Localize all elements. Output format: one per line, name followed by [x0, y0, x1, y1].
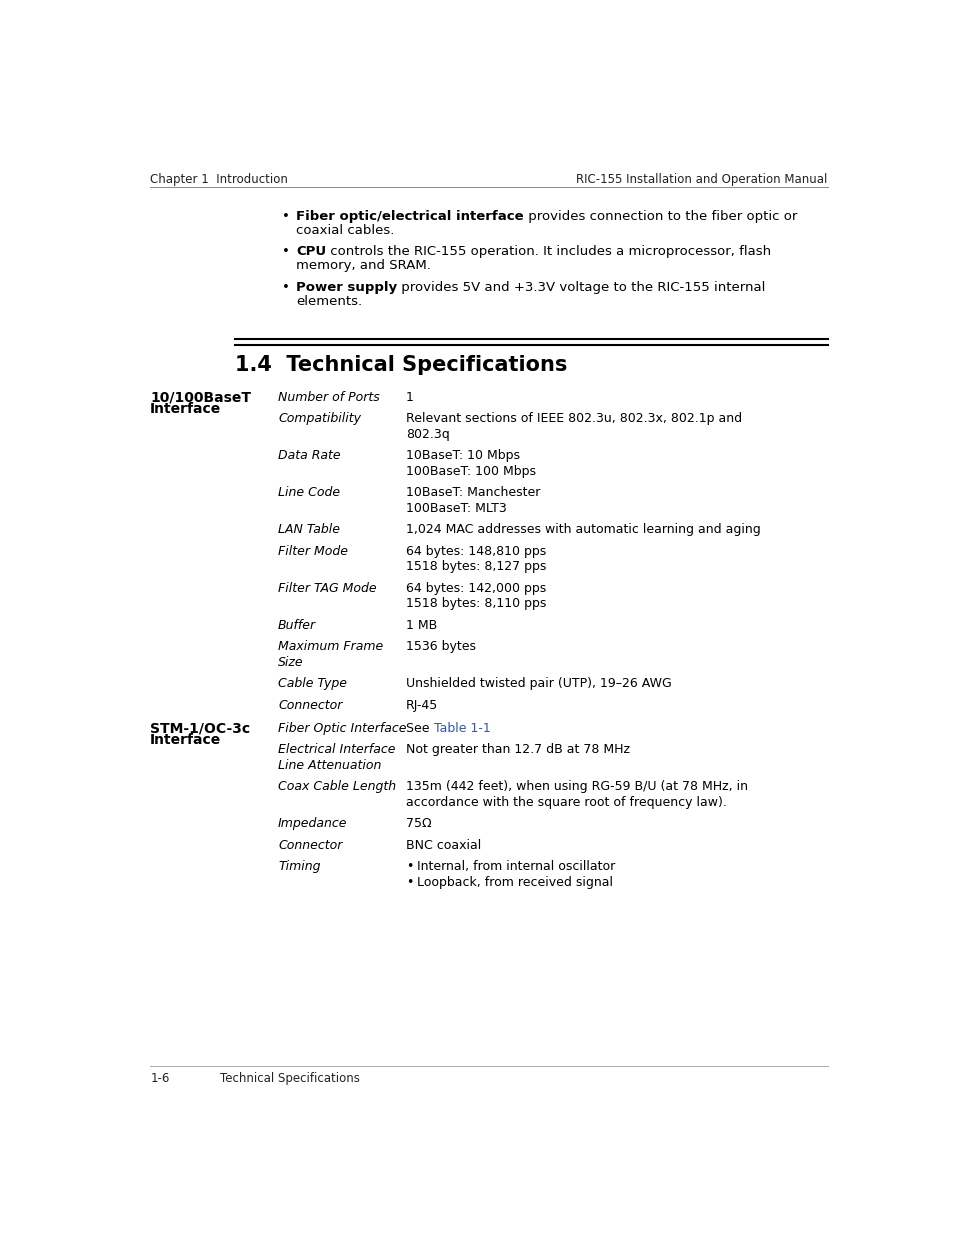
Text: Not greater than 12.7 dB at 78 MHz: Not greater than 12.7 dB at 78 MHz	[406, 743, 629, 756]
Text: CPU: CPU	[295, 246, 326, 258]
Text: coaxial cables.: coaxial cables.	[295, 224, 394, 237]
Text: 802.3q: 802.3q	[406, 427, 449, 441]
Text: RIC-155 Installation and Operation Manual: RIC-155 Installation and Operation Manua…	[576, 173, 827, 185]
Text: Number of Ports: Number of Ports	[278, 390, 379, 404]
Text: Interface: Interface	[150, 732, 221, 747]
Text: 75Ω: 75Ω	[406, 818, 431, 830]
Text: Filter TAG Mode: Filter TAG Mode	[278, 582, 376, 595]
Text: Interface: Interface	[150, 401, 221, 415]
Text: 1536 bytes: 1536 bytes	[406, 640, 476, 653]
Text: Timing: Timing	[278, 861, 320, 873]
Text: •: •	[406, 876, 413, 889]
Text: Connector: Connector	[278, 699, 342, 711]
Text: 1518 bytes: 8,127 pps: 1518 bytes: 8,127 pps	[406, 561, 546, 573]
Text: Line Code: Line Code	[278, 487, 340, 499]
Text: 135m (442 feet), when using RG-59 B/U (at 78 MHz, in: 135m (442 feet), when using RG-59 B/U (a…	[406, 781, 747, 793]
Text: Power supply: Power supply	[295, 280, 396, 294]
Text: Table 1-1: Table 1-1	[433, 721, 490, 735]
Text: Connector: Connector	[278, 839, 342, 852]
Text: Impedance: Impedance	[278, 818, 347, 830]
Text: 10BaseT: 10 Mbps: 10BaseT: 10 Mbps	[406, 450, 519, 462]
Text: RJ-45: RJ-45	[406, 699, 437, 711]
Text: 64 bytes: 142,000 pps: 64 bytes: 142,000 pps	[406, 582, 546, 595]
Text: LAN Table: LAN Table	[278, 524, 340, 536]
Text: •: •	[282, 246, 290, 258]
Text: BNC coaxial: BNC coaxial	[406, 839, 480, 852]
Text: Buffer: Buffer	[278, 619, 315, 631]
Text: Cable Type: Cable Type	[278, 677, 347, 690]
Text: See: See	[406, 721, 433, 735]
Text: 1,024 MAC addresses with automatic learning and aging: 1,024 MAC addresses with automatic learn…	[406, 524, 760, 536]
Text: Loopback, from received signal: Loopback, from received signal	[416, 876, 612, 889]
Text: 1.4  Technical Specifications: 1.4 Technical Specifications	[235, 354, 567, 374]
Text: Unshielded twisted pair (UTP), 19–26 AWG: Unshielded twisted pair (UTP), 19–26 AWG	[406, 677, 671, 690]
Text: 10BaseT: Manchester: 10BaseT: Manchester	[406, 487, 539, 499]
Text: Electrical Interface: Electrical Interface	[278, 743, 395, 756]
Text: 1: 1	[406, 390, 414, 404]
Text: 100BaseT: 100 Mbps: 100BaseT: 100 Mbps	[406, 464, 536, 478]
Text: provides connection to the fiber optic or: provides connection to the fiber optic o…	[523, 210, 796, 222]
Text: controls the RIC-155 operation. It includes a microprocessor, flash: controls the RIC-155 operation. It inclu…	[326, 246, 770, 258]
Text: Filter Mode: Filter Mode	[278, 545, 348, 558]
Text: provides 5V and +3.3V voltage to the RIC-155 internal: provides 5V and +3.3V voltage to the RIC…	[396, 280, 764, 294]
Text: 1 MB: 1 MB	[406, 619, 436, 631]
Text: 10/100BaseT: 10/100BaseT	[150, 390, 251, 405]
Text: STM-1/OC-3c: STM-1/OC-3c	[150, 721, 250, 736]
Text: Data Rate: Data Rate	[278, 450, 340, 462]
Text: •: •	[282, 280, 290, 294]
Text: Internal, from internal oscillator: Internal, from internal oscillator	[416, 861, 615, 873]
Text: •: •	[406, 861, 413, 873]
Text: accordance with the square root of frequency law).: accordance with the square root of frequ…	[406, 795, 726, 809]
Text: Line Attenuation: Line Attenuation	[278, 758, 381, 772]
Text: 1518 bytes: 8,110 pps: 1518 bytes: 8,110 pps	[406, 597, 546, 610]
Text: memory, and SRAM.: memory, and SRAM.	[295, 259, 431, 272]
Text: Technical Specifications: Technical Specifications	[220, 1072, 359, 1086]
Text: Chapter 1  Introduction: Chapter 1 Introduction	[150, 173, 288, 185]
Text: Maximum Frame: Maximum Frame	[278, 640, 383, 653]
Text: 64 bytes: 148,810 pps: 64 bytes: 148,810 pps	[406, 545, 546, 558]
Text: Size: Size	[278, 656, 303, 668]
Text: Fiber Optic Interface: Fiber Optic Interface	[278, 721, 406, 735]
Text: 100BaseT: MLT3: 100BaseT: MLT3	[406, 501, 506, 515]
Text: elements.: elements.	[295, 294, 362, 308]
Text: Fiber optic/electrical interface: Fiber optic/electrical interface	[295, 210, 523, 222]
Text: 1-6: 1-6	[150, 1072, 170, 1086]
Text: Relevant sections of IEEE 802.3u, 802.3x, 802.1p and: Relevant sections of IEEE 802.3u, 802.3x…	[406, 412, 741, 425]
Text: Coax Cable Length: Coax Cable Length	[278, 781, 395, 793]
Text: •: •	[282, 210, 290, 222]
Text: Compatibility: Compatibility	[278, 412, 361, 425]
